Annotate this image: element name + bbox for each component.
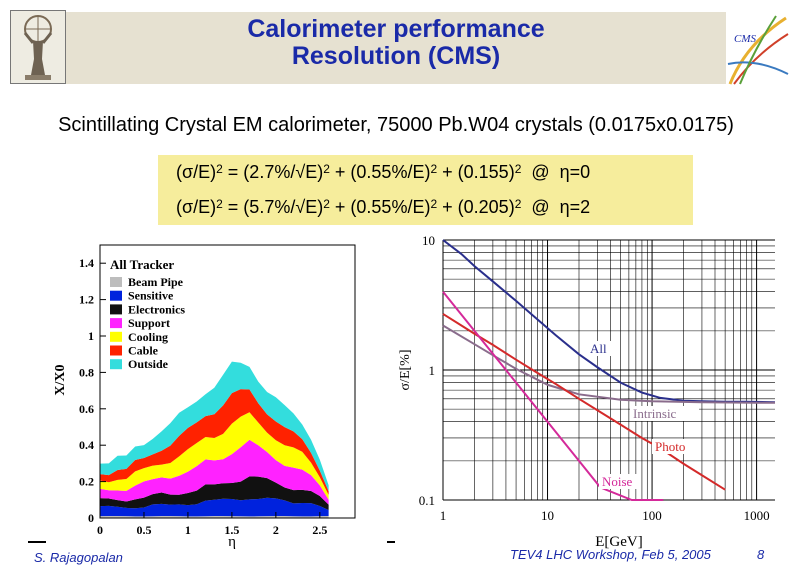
resolution-label-noise: Noise [602,474,633,489]
resolution-label-photo: Photo [655,439,685,454]
resolution-formula-eta0: (σ/E)2 = (2.7%/√E)2 + (0.55%/E)2 + (0.15… [176,162,591,182]
footer-page-number: 8 [757,547,765,562]
material-ytick-label: 0.8 [79,365,94,379]
subtitle: Scintillating Crystal EM calorimeter, 75… [58,114,734,136]
legend-label-electronics: Electronics [128,302,185,316]
material-legend: All Tracker Beam PipeSensitiveElectronics… [110,257,185,371]
material-xtick-label: 0 [97,523,103,537]
resolution-xtick-label: 100 [642,508,662,523]
material-area-support [100,439,329,505]
resolution-label-bg-photo [652,439,693,454]
material-area-beam-pipe [100,515,329,518]
resolution-label-bg-intrinsic [630,406,699,421]
material-axes [99,244,356,519]
material-ytick-label: 1.2 [79,293,94,307]
resolution-label-all: All [590,341,607,356]
atlas-logo [10,10,66,84]
material-ytick-label: 0.2 [79,475,94,489]
material-frame [99,244,356,519]
legend-swatch-cable [110,345,122,356]
slide-title: Calorimeter performance Resolution (CMS) [66,16,726,70]
resolution-xtick-label: 10 [541,508,554,523]
legend-swatch-electronics [110,304,122,315]
resolution-ylabel: σ/E[%] [398,350,413,391]
footer-event: TEV4 LHC Workshop, Feb 5, 2005 [510,547,711,562]
energy-resolution-chart: 1 10 100 1000 0.1 1 10 E[GeV] σ/E[%] All Intrinsi… [398,233,776,550]
resolution-tick-labels: 1 10 100 1000 0.1 1 10 E[GeV] σ/E[%] [398,233,770,550]
material-xtick-label: 1 [185,523,191,537]
material-budget-chart: 0 0.2 0.4 0.6 0.8 1 1.2 1.4 0 0.5 1 1.5 2 2.5 η X/X0 Al… [53,244,356,550]
material-xtick-label: 0.5 [136,523,151,537]
legend-label-sensitive: Sensitive [128,289,174,303]
legend-label-support: Support [128,316,170,330]
material-areas [100,361,329,518]
title-banner [66,12,726,84]
legend-swatch-outside [110,359,122,370]
material-xtick-label: 1.5 [224,523,239,537]
legend-swatch-sensitive [110,290,122,301]
material-tick-labels: 0 0.2 0.4 0.6 0.8 1 1.2 1.4 0 0.5 1 1.5 2 2.5 η X/X0 [53,256,327,550]
material-ytick-label: 1.4 [79,256,94,270]
footer-rule-left [28,541,46,543]
material-xtick-label: 2.5 [312,523,327,537]
resolution-xtick-label: 1 [440,508,447,523]
resolution-curves [442,239,776,501]
resolution-ytick-label: 0.1 [419,493,435,508]
legend-swatch-support [110,318,122,329]
material-ylabel: X/X0 [53,364,68,395]
resolution-label-bg-noise [599,474,640,489]
material-area-sensitive [100,497,329,517]
material-area-electronics [100,476,329,511]
material-ytick-label: 0 [88,511,94,525]
legend-label-outside: Outside [128,357,169,371]
resolution-label-bg-all [587,341,614,356]
resolution-curve-noise [442,291,664,501]
material-title: All Tracker [110,257,174,272]
resolution-curve-intrinsic [442,324,775,404]
footer-rule-mid [387,541,395,543]
material-area-cooling [100,412,329,500]
cms-logo: CMS [726,14,790,86]
resolution-ytick-label: 10 [422,233,435,248]
material-xlabel: η [228,534,236,550]
material-area-cable [100,389,329,495]
legend-label-beam-pipe: Beam Pipe [128,275,184,289]
legend-swatch-beam-pipe [110,277,122,287]
resolution-formula-eta2: (σ/E)2 = (5.7%/√E)2 + (0.55%/E)2 + (0.20… [176,197,591,217]
resolution-xlabel: E[GeV] [595,534,642,550]
resolution-xtick-label: 1000 [744,508,770,523]
legend-swatch-cooling [110,331,122,342]
material-ytick-label: 0.6 [79,402,94,416]
material-ytick-label: 0.4 [79,438,94,452]
material-ytick-label: 1 [88,329,94,343]
resolution-grid [442,239,775,501]
resolution-curve-labels: All Intrinsic Photo Noise [587,341,699,489]
legend-label-cooling: Cooling [128,330,168,344]
material-xtick-label: 2 [273,523,279,537]
svg-text:CMS: CMS [734,33,757,45]
resolution-ytick-label: 1 [429,363,436,378]
formula-box [158,155,693,225]
title-line-1: Calorimeter performance [247,15,545,43]
legend-label-cable: Cable [128,344,159,358]
resolution-label-intrinsic: Intrinsic [633,406,677,421]
title-line-2: Resolution (CMS) [291,42,501,70]
footer-author: S. Rajagopalan [34,550,123,565]
